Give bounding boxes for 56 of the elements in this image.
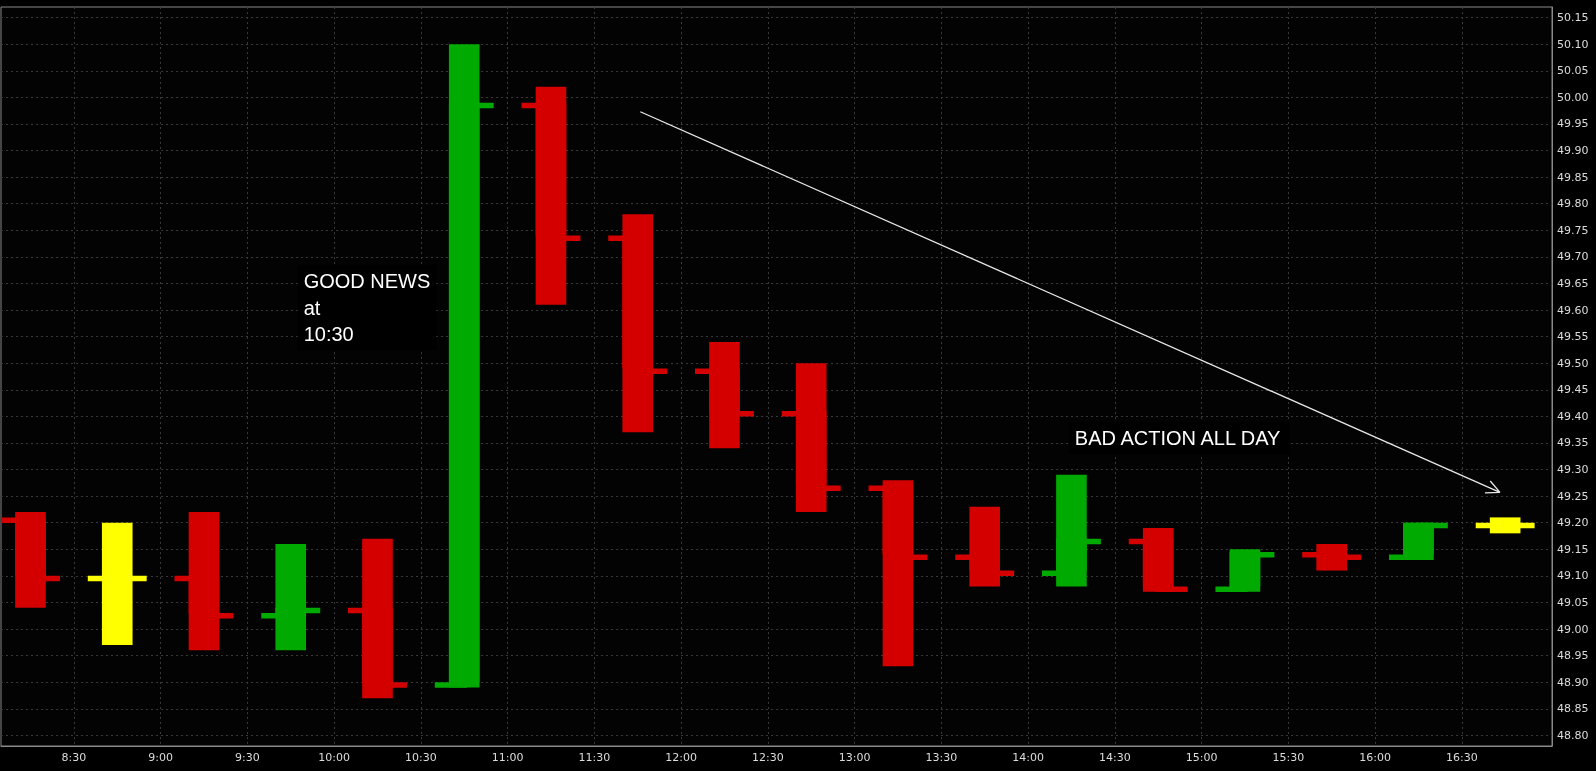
y-tick-label: 49.95 — [1557, 117, 1589, 131]
y-tick-label: 49.40 — [1557, 409, 1589, 423]
x-tick-label: 13:30 — [925, 751, 958, 764]
x-tick-label: 13:00 — [838, 751, 871, 764]
y-tick-label: 49.60 — [1557, 303, 1589, 317]
annotation: BAD ACTION ALL DAY — [1074, 426, 1281, 449]
y-tick-label: 50.15 — [1557, 11, 1589, 25]
y-tick-label: 50.10 — [1557, 37, 1589, 51]
x-tick-label: 9:30 — [235, 751, 260, 764]
y-tick-label: 49.45 — [1557, 383, 1589, 397]
x-tick-label: 10:30 — [404, 751, 437, 764]
x-tick-label: 14:00 — [1012, 751, 1044, 764]
candlestick — [1039, 474, 1104, 587]
y-tick-label: 49.80 — [1557, 197, 1589, 211]
candlestick — [1386, 522, 1451, 561]
annotation: GOOD NEWS at 10:30 — [303, 270, 431, 346]
x-tick-label: 16:00 — [1359, 751, 1391, 764]
x-tick-label: 15:00 — [1185, 751, 1218, 764]
y-tick-label: 48.85 — [1557, 702, 1589, 716]
y-tick-label: 50.00 — [1557, 90, 1589, 104]
candlestick — [85, 522, 150, 645]
y-tick-label: 48.95 — [1557, 649, 1589, 663]
x-tick-label: 9:00 — [148, 751, 173, 764]
x-tick-label: 11:30 — [578, 751, 611, 764]
y-tick-label: 49.15 — [1557, 542, 1589, 556]
x-tick-label: 11:00 — [491, 751, 524, 764]
x-tick-label: 14:30 — [1098, 751, 1131, 764]
y-tick-label: 49.10 — [1557, 569, 1589, 583]
y-tick-label: 49.70 — [1557, 250, 1589, 264]
y-tick-label: 49.35 — [1557, 436, 1589, 450]
candlestick — [258, 543, 323, 651]
y-tick-label: 49.00 — [1557, 622, 1589, 636]
y-tick-label: 48.80 — [1557, 728, 1589, 742]
x-tick-label: 12:30 — [751, 751, 784, 764]
candlestick — [779, 363, 844, 513]
y-tick-label: 49.50 — [1557, 356, 1589, 370]
y-tick-label: 49.55 — [1557, 330, 1589, 344]
candlestick — [1299, 543, 1364, 571]
y-tick-label: 50.05 — [1557, 64, 1589, 78]
y-tick-label: 49.90 — [1557, 144, 1589, 158]
x-tick-label: 16:30 — [1445, 751, 1478, 764]
y-tick-label: 49.25 — [1557, 489, 1589, 503]
candlestick — [952, 506, 1017, 587]
candlestick — [692, 341, 757, 449]
x-tick-label: 8:30 — [61, 751, 87, 764]
candlestick — [345, 538, 410, 699]
x-tick-label: 10:00 — [318, 751, 350, 764]
y-tick-label: 49.20 — [1557, 516, 1589, 530]
y-tick-label: 49.65 — [1557, 276, 1589, 290]
y-tick-label: 49.30 — [1557, 463, 1589, 477]
y-tick-label: 49.75 — [1557, 223, 1589, 237]
y-tick-label: 48.90 — [1557, 675, 1589, 689]
x-tick-label: 12:00 — [665, 751, 697, 764]
x-tick-label: 15:30 — [1272, 751, 1305, 764]
y-tick-label: 49.05 — [1557, 595, 1589, 609]
y-tick-label: 49.85 — [1557, 170, 1589, 184]
